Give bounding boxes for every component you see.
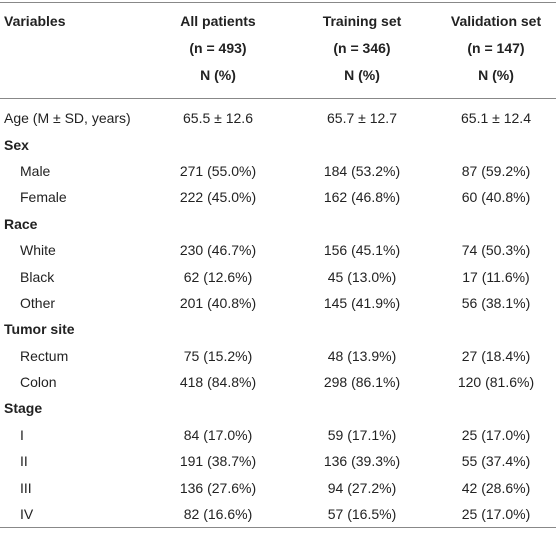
value-cell: 230 (46.7%)	[179, 242, 257, 259]
value-cell: 156 (45.1%)	[323, 242, 401, 259]
data-row: Rectum 75 (15.2%) 48 (13.9%) 27 (18.4%)	[0, 343, 556, 369]
header-row: N (%) N (%) N (%)	[0, 61, 556, 99]
empty-cell	[436, 395, 556, 421]
header-cell: Training set	[322, 12, 402, 29]
value-cell: 136 (39.3%)	[323, 453, 401, 470]
row-label: I	[20, 426, 24, 443]
row-label: White	[20, 242, 56, 259]
header-cell: N (%)	[344, 66, 380, 83]
empty-cell	[148, 211, 288, 237]
header-cell: N (%)	[478, 66, 514, 83]
value-cell: 65.7 ± 12.7	[327, 110, 397, 127]
value-cell: 162 (46.8%)	[323, 189, 401, 206]
header-cell: All patients	[180, 12, 256, 29]
header-cell: N (%)	[200, 66, 236, 83]
empty-cell	[436, 316, 556, 342]
value-cell: 87 (59.2%)	[461, 162, 531, 179]
section-label: Sex	[4, 136, 29, 153]
empty-cell	[288, 316, 436, 342]
row-label: Black	[20, 268, 55, 285]
value-cell: 60 (40.8%)	[461, 189, 531, 206]
row-label: III	[20, 479, 32, 496]
value-cell: 27 (18.4%)	[461, 347, 531, 364]
empty-cell	[148, 395, 288, 421]
value-cell: 298 (86.1%)	[323, 374, 401, 391]
section-label: Race	[4, 215, 38, 232]
value-cell: 120 (81.6%)	[457, 374, 535, 391]
header-cell: (n = 346)	[333, 39, 391, 56]
header-cell: Variables	[4, 12, 66, 29]
value-cell: 418 (84.8%)	[179, 374, 257, 391]
value-cell: 145 (41.9%)	[323, 294, 401, 311]
data-row: Colon 418 (84.8%) 298 (86.1%) 120 (81.6%)	[0, 369, 556, 395]
row-label: Colon	[20, 374, 57, 391]
row-label: Female	[20, 189, 67, 206]
data-row: Male 271 (55.0%) 184 (53.2%) 87 (59.2%)	[0, 158, 556, 184]
data-row: White 230 (46.7%) 156 (45.1%) 74 (50.3%)	[0, 237, 556, 263]
value-cell: 136 (27.6%)	[179, 479, 257, 496]
data-row: Female 222 (45.0%) 162 (46.8%) 60 (40.8%)	[0, 184, 556, 210]
value-cell: 222 (45.0%)	[179, 189, 257, 206]
data-row: Other 201 (40.8%) 145 (41.9%) 56 (38.1%)	[0, 290, 556, 316]
header-cell	[0, 61, 148, 99]
value-cell: 25 (17.0%)	[461, 506, 531, 523]
section-label: Tumor site	[4, 321, 75, 338]
header-cell: (n = 493)	[189, 39, 247, 56]
empty-cell	[288, 395, 436, 421]
empty-cell	[436, 131, 556, 157]
value-cell: 82 (16.6%)	[183, 506, 253, 523]
empty-cell	[288, 131, 436, 157]
value-cell: 17 (11.6%)	[462, 268, 530, 285]
section-row: Tumor site	[0, 316, 556, 342]
value-cell: 25 (17.0%)	[461, 426, 531, 443]
header-cell: Validation set	[450, 12, 542, 29]
value-cell: 94 (27.2%)	[327, 479, 397, 496]
data-row: III 136 (27.6%) 94 (27.2%) 42 (28.6%)	[0, 474, 556, 500]
empty-cell	[148, 131, 288, 157]
row-label: Other	[20, 294, 56, 311]
value-cell: 48 (13.9%)	[327, 347, 397, 364]
value-cell: 271 (55.0%)	[179, 162, 257, 179]
value-cell: 74 (50.3%)	[461, 242, 531, 259]
header-cell: (n = 147)	[467, 39, 525, 56]
value-cell: 201 (40.8%)	[179, 294, 257, 311]
data-row: IV 82 (16.6%) 57 (16.5%) 25 (17.0%)	[0, 501, 556, 528]
header-row: (n = 493) (n = 346) (n = 147)	[0, 34, 556, 61]
data-row: Age (M ± SD, years) 65.5 ± 12.6 65.7 ± 12.…	[0, 99, 556, 132]
value-cell: 59 (17.1%)	[327, 426, 397, 443]
row-label: Rectum	[20, 347, 69, 364]
value-cell: 191 (38.7%)	[179, 453, 257, 470]
header-cell	[0, 34, 148, 61]
value-cell: 65.1 ± 12.4	[461, 110, 531, 127]
empty-cell	[148, 316, 288, 342]
empty-cell	[436, 211, 556, 237]
data-row: II 191 (38.7%) 136 (39.3%) 55 (37.4%)	[0, 448, 556, 474]
data-row: Black 62 (12.6%) 45 (13.0%) 17 (11.6%)	[0, 263, 556, 289]
table-header: Variables All patients Training set Validat…	[0, 2, 556, 99]
section-row: Sex	[0, 131, 556, 157]
value-cell: 184 (53.2%)	[323, 162, 401, 179]
value-cell: 84 (17.0%)	[183, 426, 253, 443]
row-label: IV	[20, 506, 34, 523]
value-cell: 75 (15.2%)	[183, 347, 253, 364]
section-row: Race	[0, 211, 556, 237]
row-label: Age (M ± SD, years)	[4, 110, 131, 127]
data-row: I 84 (17.0%) 59 (17.1%) 25 (17.0%)	[0, 422, 556, 448]
table-body: Age (M ± SD, years) 65.5 ± 12.6 65.7 ± 12.…	[0, 99, 556, 528]
header-row: Variables All patients Training set Validat…	[0, 3, 556, 35]
section-row: Stage	[0, 395, 556, 421]
value-cell: 57 (16.5%)	[327, 506, 397, 523]
row-label: II	[20, 453, 28, 470]
section-label: Stage	[4, 400, 43, 417]
row-label: Male	[20, 162, 51, 179]
empty-cell	[288, 211, 436, 237]
value-cell: 56 (38.1%)	[461, 294, 531, 311]
value-cell: 45 (13.0%)	[327, 268, 397, 285]
data-table: Variables All patients Training set Validat…	[0, 2, 556, 528]
value-cell: 62 (12.6%)	[183, 268, 253, 285]
value-cell: 42 (28.6%)	[461, 479, 531, 496]
value-cell: 55 (37.4%)	[461, 453, 531, 470]
value-cell: 65.5 ± 12.6	[183, 110, 253, 127]
